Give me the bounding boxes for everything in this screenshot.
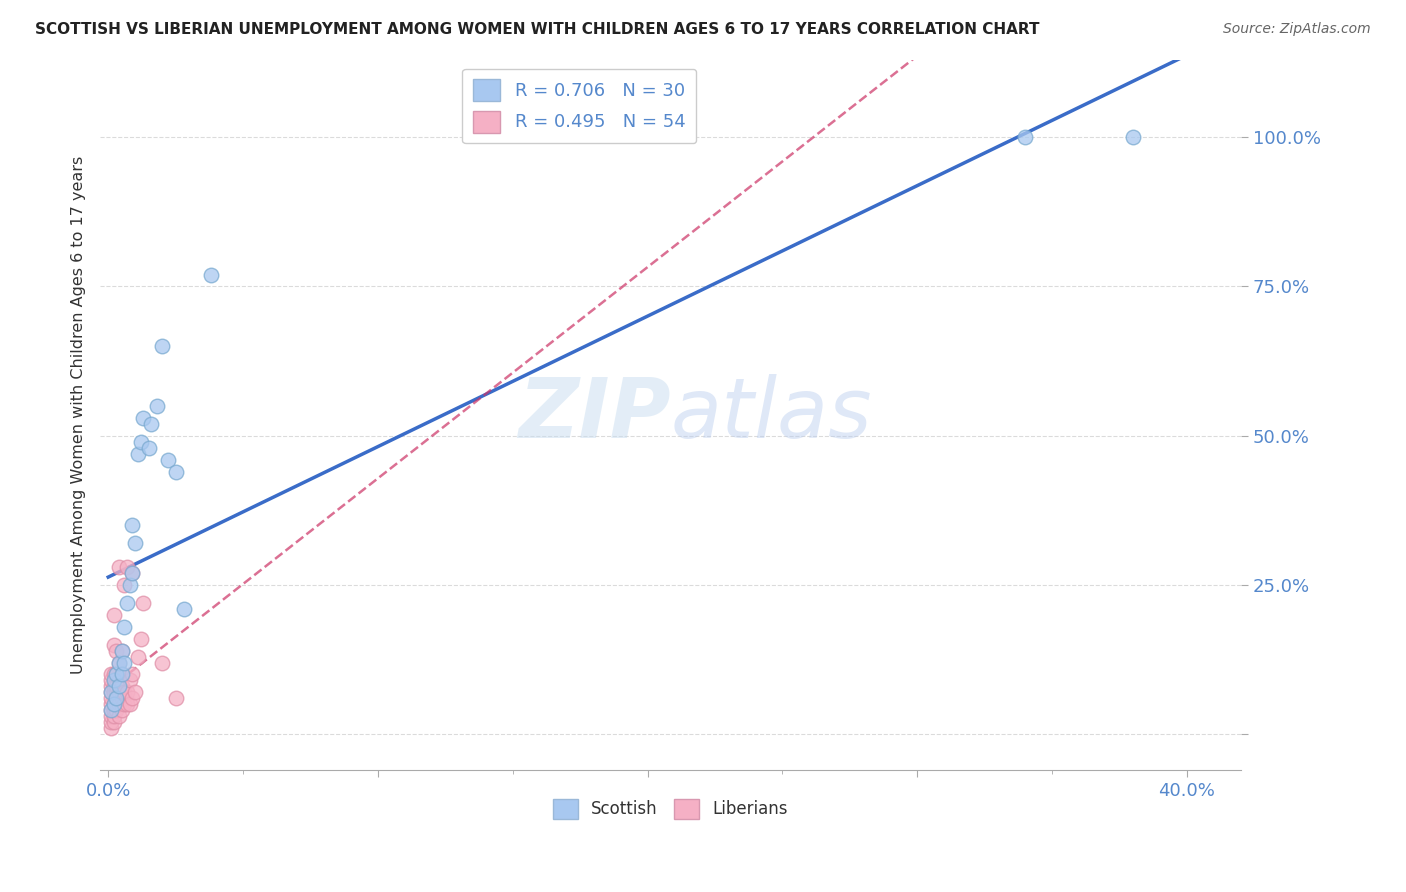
Point	[118, 578, 141, 592]
Point	[150, 656, 173, 670]
Point	[124, 536, 146, 550]
Point	[173, 602, 195, 616]
Point	[100, 703, 122, 717]
Point	[103, 680, 125, 694]
Point	[127, 649, 149, 664]
Point	[100, 691, 122, 706]
Point	[100, 685, 122, 699]
Point	[111, 691, 134, 706]
Point	[132, 410, 155, 425]
Point	[100, 721, 122, 735]
Point	[100, 667, 122, 681]
Point	[103, 607, 125, 622]
Point	[112, 578, 135, 592]
Point	[124, 685, 146, 699]
Point	[103, 709, 125, 723]
Point	[121, 566, 143, 580]
Point	[105, 667, 128, 681]
Point	[112, 620, 135, 634]
Text: atlas: atlas	[671, 375, 872, 455]
Point	[115, 685, 138, 699]
Point	[112, 656, 135, 670]
Point	[129, 632, 152, 646]
Text: SCOTTISH VS LIBERIAN UNEMPLOYMENT AMONG WOMEN WITH CHILDREN AGES 6 TO 17 YEARS C: SCOTTISH VS LIBERIAN UNEMPLOYMENT AMONG …	[35, 22, 1039, 37]
Point	[103, 685, 125, 699]
Point	[141, 417, 163, 431]
Point	[103, 698, 125, 712]
Point	[121, 566, 143, 580]
Point	[150, 339, 173, 353]
Point	[105, 685, 128, 699]
Point	[100, 715, 122, 730]
Point	[103, 667, 125, 681]
Point	[111, 643, 134, 657]
Point	[105, 703, 128, 717]
Point	[108, 656, 131, 670]
Point	[100, 685, 122, 699]
Point	[111, 703, 134, 717]
Point	[118, 698, 141, 712]
Point	[121, 691, 143, 706]
Point	[111, 643, 134, 657]
Point	[111, 680, 134, 694]
Point	[1014, 130, 1036, 145]
Point	[145, 399, 167, 413]
Point	[103, 673, 125, 688]
Text: ZIP: ZIP	[517, 375, 671, 455]
Point	[121, 667, 143, 681]
Point	[108, 709, 131, 723]
Point	[100, 680, 122, 694]
Point	[100, 703, 122, 717]
Point	[127, 447, 149, 461]
Point	[115, 698, 138, 712]
Point	[100, 673, 122, 688]
Point	[105, 691, 128, 706]
Point	[200, 268, 222, 282]
Point	[165, 465, 187, 479]
Point	[103, 638, 125, 652]
Point	[105, 698, 128, 712]
Point	[108, 698, 131, 712]
Point	[108, 673, 131, 688]
Point	[121, 518, 143, 533]
Point	[105, 667, 128, 681]
Point	[100, 709, 122, 723]
Point	[105, 691, 128, 706]
Point	[108, 560, 131, 574]
Point	[105, 680, 128, 694]
Point	[108, 685, 131, 699]
Point	[112, 685, 135, 699]
Point	[138, 441, 160, 455]
Point	[111, 667, 134, 681]
Point	[103, 715, 125, 730]
Legend: Scottish, Liberians: Scottish, Liberians	[546, 792, 794, 826]
Point	[115, 560, 138, 574]
Point	[108, 656, 131, 670]
Point	[115, 596, 138, 610]
Point	[103, 703, 125, 717]
Point	[105, 643, 128, 657]
Point	[108, 680, 131, 694]
Y-axis label: Unemployment Among Women with Children Ages 6 to 17 years: Unemployment Among Women with Children A…	[72, 156, 86, 674]
Point	[100, 698, 122, 712]
Text: Source: ZipAtlas.com: Source: ZipAtlas.com	[1223, 22, 1371, 37]
Point	[112, 698, 135, 712]
Point	[165, 691, 187, 706]
Point	[118, 673, 141, 688]
Point	[111, 667, 134, 681]
Point	[132, 596, 155, 610]
Point	[156, 452, 179, 467]
Point	[1122, 130, 1144, 145]
Point	[103, 698, 125, 712]
Point	[129, 434, 152, 449]
